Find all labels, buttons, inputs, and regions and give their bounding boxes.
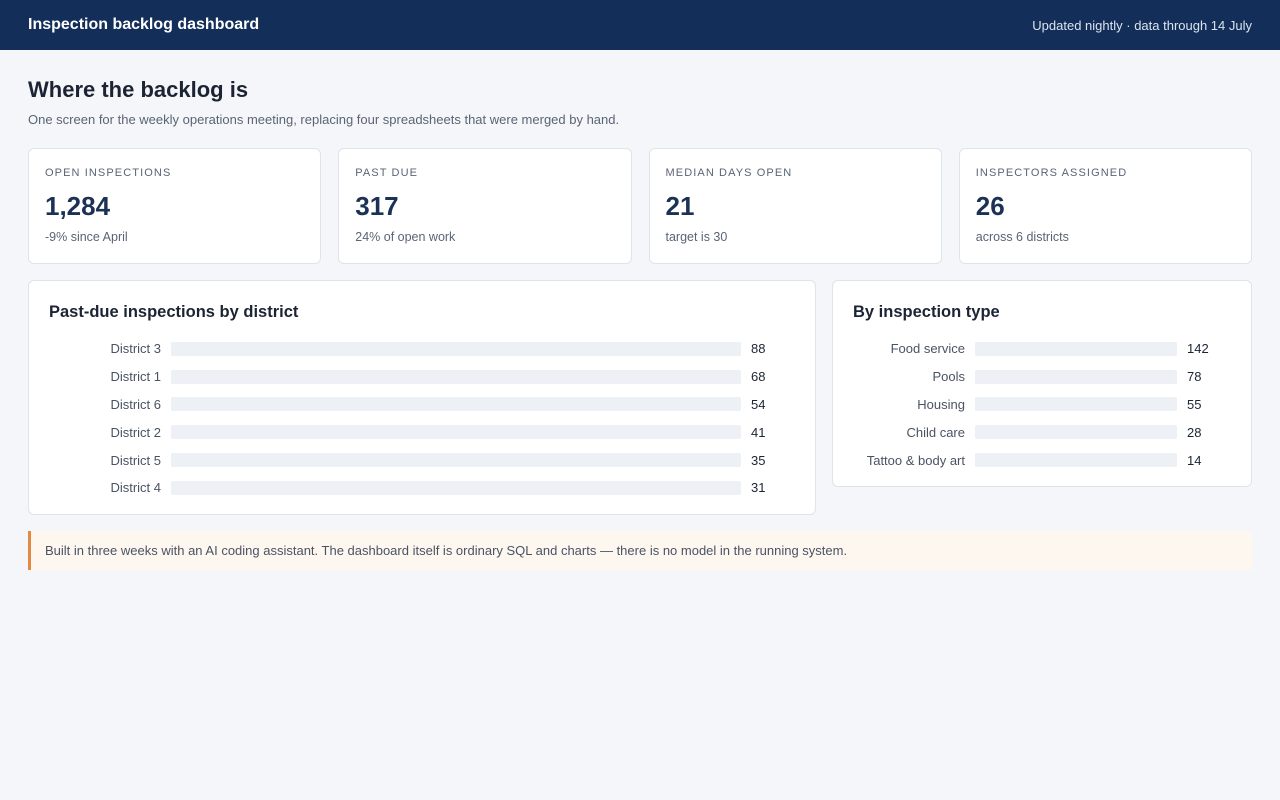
type-bar-row: Food service 142: [853, 335, 1231, 363]
type-bar: [975, 453, 995, 468]
type-bar-label: Housing: [917, 396, 965, 412]
district-bar-row: District 2 41: [49, 418, 795, 446]
type-bar: [975, 341, 1177, 356]
type-bar-track: [975, 453, 1177, 468]
district-bar: [171, 453, 398, 468]
kpi-note: target is 30: [665, 230, 728, 244]
kpi-value: 317: [355, 191, 399, 221]
top-bar: Inspection backlog dashboard Updated nig…: [0, 0, 1280, 50]
district-bar-track: [171, 453, 741, 468]
district-bar-label: District 3: [110, 341, 161, 357]
type-bar: [975, 425, 1015, 440]
chart-panels: Past-due inspections by district Distric…: [28, 280, 1252, 515]
district-bar-value: 68: [751, 369, 766, 385]
data-freshness-note: Updated nightly · data through 14 July: [1032, 17, 1252, 33]
district-bar-value: 41: [751, 424, 766, 440]
kpi-label: MEDIAN DAYS OPEN: [665, 167, 793, 179]
district-bar-track: [171, 341, 741, 356]
kpi-label: INSPECTORS ASSIGNED: [975, 167, 1128, 179]
kpi-value: 1,284: [45, 191, 111, 221]
district-bar-track: [171, 369, 741, 384]
district-bar-value: 31: [751, 480, 766, 496]
district-bar-chart: District 3 88 District 1 68 District 6 54 Dist…: [49, 335, 795, 502]
type-bar-row: Tattoo & body art 14: [853, 446, 1231, 474]
type-chart-title: By inspection type: [853, 303, 1000, 321]
district-bar-row: District 6 54: [49, 391, 795, 419]
kpi-note: 24% of open work: [355, 230, 456, 244]
callout-text: Built in three weeks with an AI coding a…: [45, 543, 848, 558]
type-bar-value: 55: [1187, 396, 1202, 412]
kpi-card-median-days-open: MEDIAN DAYS OPEN 21 target is 30: [648, 148, 942, 264]
type-bar-row: Child care 28: [853, 418, 1231, 446]
district-bar: [171, 369, 612, 384]
type-bar-label: Food service: [890, 341, 965, 357]
kpi-note: -9% since April: [45, 230, 128, 244]
kpi-note: across 6 districts: [975, 230, 1069, 244]
type-bar-value: 28: [1187, 424, 1202, 440]
district-bar-track: [171, 425, 741, 440]
type-bar-label: Child care: [906, 424, 965, 440]
kpi-label: OPEN INSPECTIONS: [45, 167, 172, 179]
page-subtitle: One screen for the weekly operations mee…: [28, 112, 620, 127]
type-bar-label: Tattoo & body art: [866, 452, 965, 468]
district-bar-track: [171, 480, 741, 495]
district-bar-track: [171, 397, 741, 412]
district-bar-label: District 1: [110, 369, 161, 385]
district-bar-label: District 4: [110, 480, 161, 496]
district-bar-row: District 1 68: [49, 363, 795, 391]
district-bar-row: District 4 31: [49, 474, 795, 502]
type-bar: [975, 397, 1054, 412]
district-bar: [171, 341, 741, 356]
type-bar-chart: Food service 142 Pools 78 Housing 55 Child car…: [853, 335, 1231, 474]
type-bar-row: Pools 78: [853, 363, 1231, 391]
kpi-value: 21: [665, 191, 695, 221]
main-content: Where the backlog is One screen for the …: [0, 77, 1280, 570]
district-bar-label: District 5: [110, 452, 161, 468]
kpi-card-past-due: PAST DUE 317 24% of open work: [338, 148, 632, 264]
app-title: Inspection backlog dashboard: [28, 16, 260, 33]
district-chart-panel: Past-due inspections by district Distric…: [28, 280, 816, 515]
district-bar-row: District 3 88: [49, 335, 795, 363]
kpi-label: PAST DUE: [355, 167, 419, 179]
kpi-card-inspectors-assigned: INSPECTORS ASSIGNED 26 across 6 district…: [958, 148, 1252, 264]
type-bar: [975, 369, 1086, 384]
callout-note: Built in three weeks with an AI coding a…: [28, 531, 1252, 570]
type-bar-track: [975, 425, 1177, 440]
district-bar: [171, 480, 372, 495]
type-chart-panel: By inspection type Food service 142 Pools 7…: [832, 280, 1252, 487]
district-bar-value: 35: [751, 452, 766, 468]
district-bar-label: District 2: [110, 424, 161, 440]
district-bar-label: District 6: [110, 396, 161, 412]
page-title: Where the backlog is: [28, 77, 249, 102]
type-bar-value: 78: [1187, 369, 1202, 385]
type-bar-track: [975, 397, 1177, 412]
kpi-row: OPEN INSPECTIONS 1,284 -9% since April P…: [28, 148, 1252, 264]
district-bar-value: 54: [751, 396, 766, 412]
type-bar-track: [975, 369, 1177, 384]
type-bar-label: Pools: [932, 369, 965, 385]
type-bar-row: Housing 55: [853, 391, 1231, 419]
kpi-card-open-inspections: OPEN INSPECTIONS 1,284 -9% since April: [28, 148, 322, 264]
kpi-value: 26: [975, 191, 1005, 221]
district-bar: [171, 425, 437, 440]
type-bar-value: 142: [1187, 341, 1209, 357]
type-bar-track: [975, 341, 1177, 356]
district-bar-row: District 5 35: [49, 446, 795, 474]
district-chart-title: Past-due inspections by district: [49, 303, 299, 321]
district-bar: [171, 397, 521, 412]
district-bar-value: 88: [751, 341, 766, 357]
type-bar-value: 14: [1187, 452, 1202, 468]
